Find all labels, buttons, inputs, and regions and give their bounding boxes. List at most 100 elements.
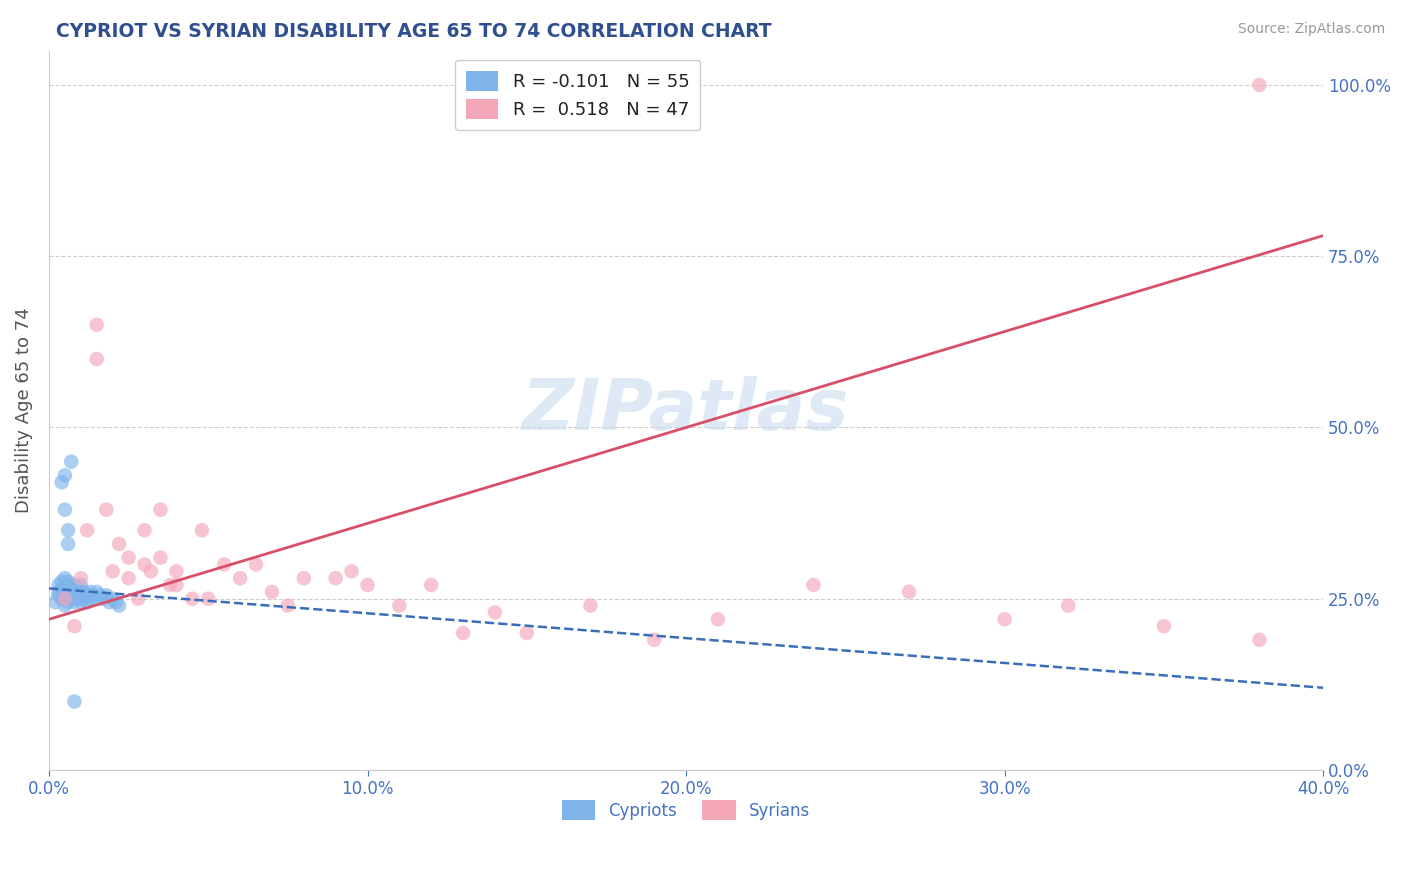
Point (48, 578, 70, 592)
Point (451, 626, 474, 640)
Point (181, 591, 204, 606)
Point (356, 578, 378, 592)
Point (325, 571, 347, 585)
Point (898, 585, 921, 599)
Point (212, 558, 235, 572)
Point (51, 574, 73, 589)
Point (83, 588, 105, 602)
Point (277, 599, 299, 613)
Point (91, 591, 114, 606)
Point (420, 578, 443, 592)
Point (63, 578, 86, 592)
Point (96, 588, 118, 602)
Point (245, 558, 267, 572)
Point (60, 591, 83, 606)
Point (53, 582, 76, 596)
Text: Source: ZipAtlas.com: Source: ZipAtlas.com (1237, 22, 1385, 37)
Point (66, 588, 89, 602)
Point (56, 537, 79, 551)
Point (86, 585, 108, 599)
Point (63, 595, 86, 609)
Point (229, 571, 252, 585)
Point (388, 599, 411, 613)
Point (76, 523, 98, 537)
Point (66, 582, 89, 596)
Point (803, 578, 825, 592)
Point (134, 558, 156, 572)
Point (69, 571, 91, 585)
Point (104, 595, 127, 609)
Point (63, 619, 86, 633)
Point (51, 591, 73, 606)
Point (79, 591, 101, 606)
Point (69, 588, 91, 602)
Point (53, 588, 76, 602)
Point (73, 585, 96, 599)
Point (101, 591, 124, 606)
Point (53, 571, 76, 585)
Point (53, 585, 76, 599)
Point (994, 612, 1017, 626)
Point (63, 694, 86, 708)
Point (73, 591, 96, 606)
Point (51, 582, 73, 596)
Point (53, 502, 76, 516)
Point (66, 591, 89, 606)
Point (76, 588, 98, 602)
Point (60, 578, 83, 592)
Point (197, 591, 219, 606)
Point (1153, 619, 1175, 633)
Point (159, 578, 181, 592)
Point (86, 318, 108, 332)
Point (69, 595, 91, 609)
Point (1057, 599, 1080, 613)
Point (69, 578, 91, 592)
Point (117, 550, 139, 565)
Point (108, 599, 131, 613)
Point (56, 523, 79, 537)
Point (86, 351, 108, 366)
Point (134, 523, 156, 537)
Point (484, 606, 506, 620)
Point (643, 632, 665, 647)
Point (260, 585, 283, 599)
Point (51, 475, 73, 490)
Point (53, 468, 76, 483)
Point (101, 565, 124, 579)
Point (48, 588, 70, 602)
Point (60, 455, 83, 469)
Point (69, 585, 91, 599)
Point (53, 591, 76, 606)
Point (1249, 78, 1271, 92)
Point (53, 591, 76, 606)
Point (579, 599, 602, 613)
Point (1249, 632, 1271, 647)
Point (60, 588, 83, 602)
Point (56, 595, 79, 609)
Text: CYPRIOT VS SYRIAN DISABILITY AGE 65 TO 74 CORRELATION CHART: CYPRIOT VS SYRIAN DISABILITY AGE 65 TO 7… (56, 22, 772, 41)
Point (340, 565, 363, 579)
Point (165, 565, 187, 579)
Point (191, 523, 214, 537)
Point (96, 502, 118, 516)
Text: ZIPatlas: ZIPatlas (523, 376, 849, 445)
Point (165, 578, 187, 592)
Point (149, 550, 172, 565)
Point (53, 578, 76, 592)
Point (86, 591, 108, 606)
Point (108, 537, 131, 551)
Point (56, 582, 79, 596)
Point (56, 588, 79, 602)
Point (56, 574, 79, 589)
Point (63, 585, 86, 599)
Point (139, 565, 162, 579)
Legend: Cypriots, Syrians: Cypriots, Syrians (555, 794, 817, 826)
Point (60, 582, 83, 596)
Point (707, 612, 730, 626)
Y-axis label: Disability Age 65 to 74: Disability Age 65 to 74 (15, 308, 32, 513)
Point (53, 599, 76, 613)
Point (117, 571, 139, 585)
Point (48, 585, 70, 599)
Point (89, 588, 111, 602)
Point (98, 595, 121, 609)
